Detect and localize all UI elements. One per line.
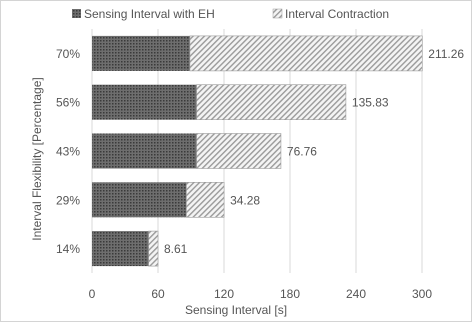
y-tick-label: 14%: [56, 242, 80, 256]
bar-sensing-interval-with-eh: [92, 133, 197, 169]
y-tick-label: 56%: [56, 96, 80, 110]
x-tick-label: 60: [151, 287, 165, 301]
x-tick-label: 0: [89, 287, 96, 301]
bar-sensing-interval-with-eh: [92, 182, 187, 218]
y-tick-label: 43%: [56, 145, 80, 159]
y-axis-title: Interval Flexibility [Percentage]: [30, 77, 44, 240]
x-axis-tick-labels: 0 60 120 180 240 300: [89, 287, 433, 301]
bar-sensing-interval-with-eh: [92, 231, 149, 267]
y-axis-tick-labels: 14% 29% 43% 56% 70%: [56, 47, 80, 256]
bar-data-label: 34.28: [230, 193, 260, 207]
legend-label-sensing-interval: Sensing Interval with EH: [84, 7, 215, 21]
y-tick-label: 70%: [56, 47, 80, 61]
bars: [92, 35, 423, 267]
bar-data-label: 135.83: [352, 96, 389, 110]
bar-data-label: 8.61: [164, 242, 188, 256]
legend: Sensing Interval with EH Interval Contra…: [72, 7, 389, 21]
x-axis-title: Sensing Interval [s]: [185, 303, 287, 317]
bar-sensing-interval-with-eh: [92, 35, 190, 71]
bar-sensing-interval-with-eh: [92, 84, 197, 120]
bar-interval-contraction: [186, 182, 225, 218]
x-tick-label: 120: [214, 287, 234, 301]
bar-data-label: 76.76: [287, 145, 317, 159]
bar-interval-contraction: [196, 133, 282, 169]
bar-interval-contraction: [196, 84, 347, 120]
legend-swatch-sensing-interval: [72, 9, 81, 18]
x-tick-label: 300: [412, 287, 432, 301]
bar-interval-contraction: [148, 230, 159, 267]
bar-interval-contraction: [189, 35, 423, 72]
x-tick-label: 240: [346, 287, 366, 301]
legend-label-interval-contraction: Interval Contraction: [285, 7, 389, 21]
legend-swatch-interval-contraction: [272, 8, 283, 19]
y-tick-label: 29%: [56, 193, 80, 207]
data-labels: 8.61 34.28 76.76 135.83 211.26: [164, 47, 464, 256]
bar-data-label: 211.26: [428, 47, 464, 61]
x-tick-label: 180: [280, 287, 300, 301]
